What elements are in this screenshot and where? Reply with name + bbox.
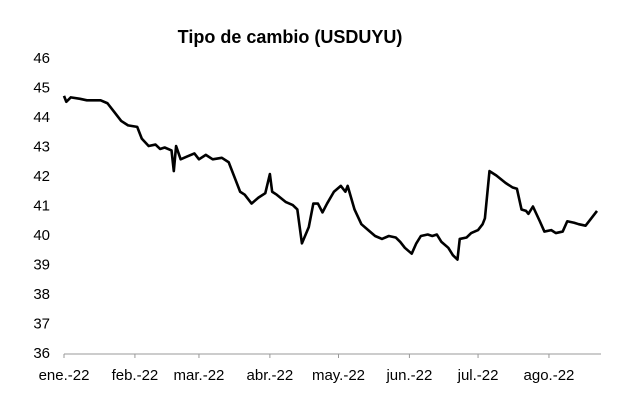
data-line — [62, 95, 599, 261]
y-tick-label: 42 — [33, 168, 50, 185]
x-tick-label: ene.-22 — [39, 367, 90, 384]
y-tick-label: 44 — [33, 109, 50, 126]
chart-title: Tipo de cambio (USDUYU) — [178, 27, 403, 47]
x-tick-label: may.-22 — [312, 367, 365, 384]
y-tick-label: 36 — [33, 345, 50, 362]
x-tick-label: jun.-22 — [385, 367, 432, 384]
x-tick-label: abr.-22 — [247, 367, 294, 384]
x-tick-label: ago.-22 — [524, 367, 575, 384]
y-tick-label: 37 — [33, 315, 50, 332]
x-tick-label: mar.-22 — [174, 367, 225, 384]
y-tick-label: 40 — [33, 227, 50, 244]
y-tick-label: 39 — [33, 256, 50, 273]
y-tick-label: 41 — [33, 197, 50, 214]
y-tick-label: 45 — [33, 79, 50, 96]
x-tick-label: jul.-22 — [457, 367, 499, 384]
y-tick-label: 43 — [33, 138, 50, 155]
x-tick-label: feb.-22 — [112, 367, 159, 384]
y-tick-label: 46 — [33, 50, 50, 67]
y-tick-label: 38 — [33, 286, 50, 303]
